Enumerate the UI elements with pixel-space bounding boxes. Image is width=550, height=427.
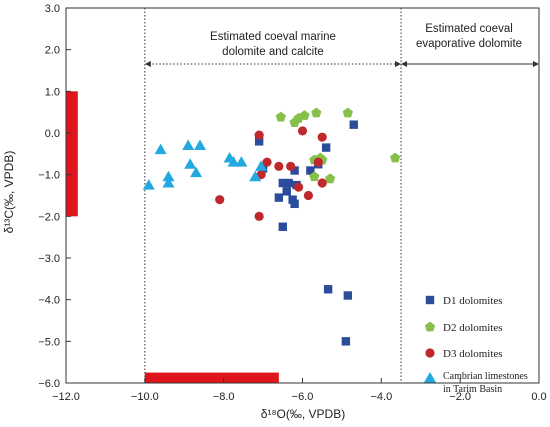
y-tick-label: 1.0 bbox=[45, 86, 60, 98]
d3-dolomites-point bbox=[317, 132, 327, 142]
y-tick-label: 0.0 bbox=[45, 128, 60, 140]
cambrian-limestones-in-tarim-basin-point bbox=[190, 166, 203, 178]
d2-dolomites-point bbox=[324, 173, 336, 184]
d1-dolomites-point bbox=[343, 291, 353, 300]
cambrian-limestones-in-tarim-basin-point bbox=[235, 156, 248, 167]
y-tick-label: −1.0 bbox=[38, 170, 60, 182]
x-tick-label: −2.0 bbox=[449, 391, 471, 403]
legend-marker-d1-dolomites bbox=[425, 295, 435, 305]
d2-dolomites-point bbox=[275, 111, 286, 122]
y-tick-label: −3.0 bbox=[38, 253, 60, 265]
marine-annotation-line1: Estimated coeval marine bbox=[210, 31, 336, 43]
arrow-head-left bbox=[144, 61, 151, 67]
d2-dolomites-point bbox=[342, 107, 353, 118]
x-tick-label: −8.0 bbox=[213, 391, 235, 403]
x-axis-ticks: −12.0 −10.0 −8.0 −6.0 −4.0 −2.0 0.0 bbox=[52, 378, 547, 403]
cambrian-limestones-in-tarim-basin-point bbox=[162, 177, 175, 188]
x-tick-label: −12.0 bbox=[52, 391, 80, 403]
d1-dolomites-point bbox=[290, 199, 299, 209]
y-axis-ticks: 3.0 2.0 1.0 0.0 −1.0 −2.0 −3.0 −4.0 −5.0 −6.0 bbox=[38, 3, 71, 390]
d3-dolomites-point bbox=[254, 211, 264, 221]
d3-dolomites-point bbox=[293, 182, 304, 192]
d3-dolomites-point bbox=[317, 178, 327, 188]
d3-dolomites-point bbox=[297, 126, 308, 136]
d3-dolomites-point bbox=[254, 130, 264, 140]
cambrian-limestones-in-tarim-basin-point bbox=[142, 179, 155, 190]
d1-dolomites-point bbox=[284, 178, 293, 188]
y-tick-label: −2.0 bbox=[38, 211, 60, 223]
d3-dolomites-point bbox=[286, 161, 296, 171]
d1-dolomites-point bbox=[321, 143, 331, 152]
d3-dolomites-point bbox=[262, 157, 272, 167]
arrow-head-right bbox=[533, 61, 539, 67]
d2-dolomites-point bbox=[389, 152, 401, 163]
d1-dolomites-point bbox=[274, 193, 284, 202]
legend-label-cambrian-line1: Cambrian limestones bbox=[443, 371, 528, 382]
y-tick-label: −5.0 bbox=[38, 336, 60, 348]
marine-range-arrow bbox=[144, 61, 402, 67]
d1-dolomites-point bbox=[349, 120, 358, 129]
cambrian-limestones-in-tarim-basin-point bbox=[227, 156, 240, 167]
evaporative-annotation-line1: Estimated coeval bbox=[425, 23, 513, 35]
d3-dolomites-point bbox=[215, 195, 225, 205]
carbon-isotope-field-bar bbox=[66, 91, 78, 217]
legend-marker-d3-dolomites bbox=[425, 348, 435, 358]
arrow-head-left bbox=[401, 61, 408, 67]
y-tick-label: 3.0 bbox=[45, 3, 60, 15]
cambrian-limestones-in-tarim-basin-point bbox=[154, 143, 167, 155]
legend-label-d2: D2 dolomites bbox=[443, 322, 503, 334]
legend-label-d3: D3 dolomites bbox=[443, 348, 503, 360]
x-axis-label: δ¹⁸O(‰, VPDB) bbox=[261, 407, 345, 421]
legend-marker-cambrian-limestones-in-tarim-basin bbox=[424, 372, 436, 383]
data-points bbox=[142, 107, 401, 346]
legend-label-cambrian-line2: in Tarim Basin bbox=[443, 384, 502, 395]
x-tick-label: 0.0 bbox=[531, 391, 546, 403]
marine-annotation-line2: dolomite and calcite bbox=[222, 46, 324, 58]
cambrian-limestones-in-tarim-basin-point bbox=[162, 170, 175, 182]
cambrian-limestones-in-tarim-basin-point bbox=[255, 160, 268, 171]
d1-dolomites-point bbox=[306, 166, 315, 175]
legend-marker-d2-dolomites bbox=[424, 321, 436, 332]
legend: D1 dolomites D2 dolomites D3 dolomites C… bbox=[424, 295, 528, 395]
evaporative-range-arrow bbox=[401, 61, 539, 67]
x-tick-label: −4.0 bbox=[370, 391, 392, 403]
d1-dolomites-point bbox=[254, 137, 264, 146]
oxygen-isotope-field-bar bbox=[144, 372, 279, 383]
d1-dolomites-point bbox=[278, 222, 287, 231]
d3-dolomites-point bbox=[274, 161, 284, 171]
cambrian-limestones-in-tarim-basin-point bbox=[194, 139, 207, 150]
d1-dolomites-point bbox=[278, 178, 287, 188]
cambrian-limestones-in-tarim-basin-point bbox=[184, 158, 197, 169]
d3-dolomites-point bbox=[256, 170, 266, 180]
d3-dolomites-point bbox=[313, 157, 323, 167]
y-tick-label: −6.0 bbox=[38, 378, 60, 390]
y-tick-label: 2.0 bbox=[45, 45, 60, 57]
d2-dolomites-point bbox=[299, 110, 310, 120]
x-tick-label: −10.0 bbox=[131, 391, 159, 403]
d1-dolomites-point bbox=[290, 166, 299, 175]
cambrian-limestones-in-tarim-basin-point bbox=[249, 170, 262, 182]
y-axis-label: δ¹³C(‰, VPDB) bbox=[2, 151, 16, 234]
y-tick-label: −4.0 bbox=[38, 295, 60, 307]
d2-dolomites-point bbox=[311, 107, 322, 118]
d1-dolomites-point bbox=[341, 337, 351, 346]
d1-dolomites-point bbox=[282, 187, 291, 196]
d1-dolomites-point bbox=[323, 285, 333, 294]
evaporative-annotation-line2: evaporative dolomite bbox=[416, 38, 522, 50]
x-tick-label: −6.0 bbox=[292, 391, 314, 403]
legend-label-d1: D1 dolomites bbox=[443, 295, 503, 307]
d3-dolomites-point bbox=[303, 190, 314, 201]
arrow-head-right bbox=[395, 61, 402, 67]
cambrian-limestones-in-tarim-basin-point bbox=[182, 139, 195, 150]
d2-dolomites-point bbox=[309, 171, 320, 182]
